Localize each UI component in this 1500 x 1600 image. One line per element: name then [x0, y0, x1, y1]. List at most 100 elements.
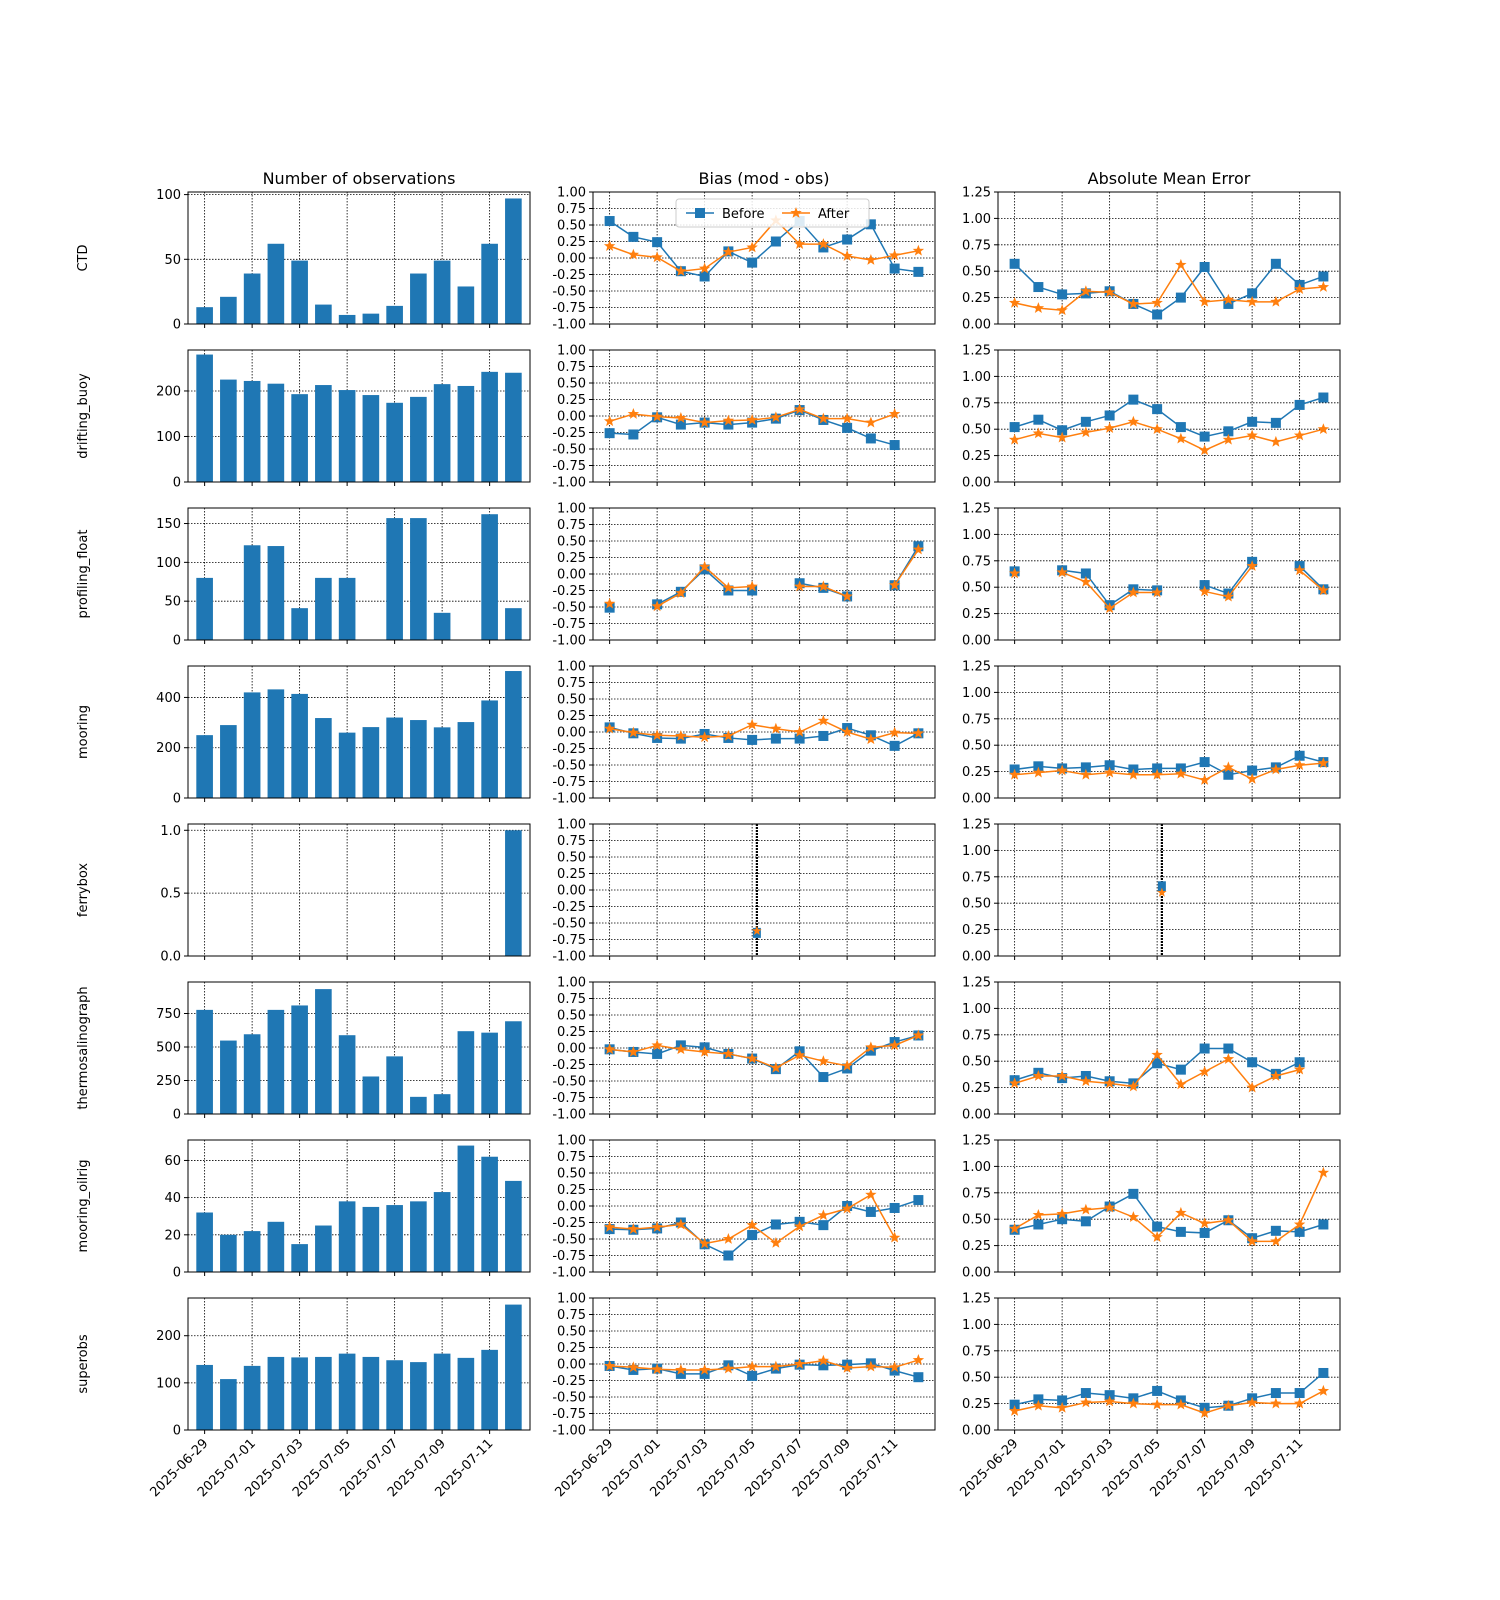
after-point-6: [1151, 1048, 1163, 1060]
bar-mooring-1: [220, 725, 237, 798]
bar-mooring_oilrig-4: [291, 1244, 308, 1272]
before-point-12: [889, 1365, 900, 1376]
after-point-0: [1008, 768, 1021, 780]
bar-drifting_buoy-7: [362, 395, 380, 482]
bar-CTD-3: [267, 243, 285, 324]
y-tick-label-2: 0.50: [962, 423, 991, 438]
before-point-12: [889, 263, 900, 274]
before-point-9: [1223, 769, 1234, 780]
before-point-3: [675, 419, 686, 430]
after-line: [1014, 263, 1324, 312]
axes-frame: [997, 191, 1341, 325]
y-tick-label-6: 0.50: [557, 851, 586, 866]
bar-profiling_float-3: [267, 546, 285, 640]
y-tick-label-7: 0.75: [557, 676, 586, 691]
after-point-0: [1008, 1404, 1021, 1416]
y-tick-label-4: 1.00: [962, 1160, 991, 1175]
y-tick-label-2: -0.50: [552, 285, 586, 300]
after-point-4: [698, 1237, 711, 1249]
before-point-13: [913, 1372, 924, 1383]
y-tick-label-3: 0.75: [962, 1344, 991, 1359]
y-tick-label-5: 1.25: [962, 344, 991, 359]
after-point-0: [603, 597, 616, 609]
before-point-0: [1009, 258, 1020, 269]
y-tick-label-2: 0.50: [962, 1371, 991, 1386]
before-point-5: [1128, 394, 1139, 405]
before-point-8: [1199, 1043, 1210, 1054]
bar-profiling_float-0: [196, 577, 213, 640]
bar-thermosalinograph-3: [267, 1009, 285, 1114]
bar-mooring_oilrig-13: [505, 1180, 522, 1272]
after-point-10: [1246, 1081, 1258, 1093]
after-point-13: [1317, 1384, 1330, 1396]
before-point-6: [1152, 1385, 1163, 1396]
after-point-12: [1293, 1063, 1306, 1075]
after-point-0: [603, 1359, 616, 1371]
y-tick-label-1: 0.25: [962, 607, 991, 622]
axes-frame: [997, 823, 1341, 957]
bar-superobs-11: [457, 1357, 475, 1430]
before-point-12: [1294, 399, 1305, 410]
bar-superobs-6: [338, 1353, 356, 1430]
y-tick-label-1: 50: [164, 595, 181, 610]
after-point-5: [722, 1362, 735, 1374]
before-point-2: [1057, 289, 1068, 300]
after-point-0: [603, 240, 616, 251]
before-point-1: [628, 1364, 639, 1375]
after-point-0: [1008, 433, 1021, 445]
before-point-2: [1057, 1214, 1068, 1225]
after-point-4: [1103, 1201, 1116, 1213]
before-point-12: [1294, 1057, 1305, 1068]
after-point-9: [817, 1055, 830, 1067]
y-tick-label-1: -0.75: [552, 459, 586, 474]
y-tick-label-2: 0.50: [962, 1213, 991, 1228]
bar-profiling_float-13: [505, 608, 522, 640]
after-point-10: [841, 250, 853, 261]
y-tick-label-2: -0.50: [552, 1233, 586, 1248]
after-point-3: [675, 1218, 687, 1230]
y-tick-label-4: 1.00: [962, 844, 991, 859]
after-point-11: [1270, 763, 1282, 775]
row-label-superobs: superobs: [76, 1334, 91, 1394]
y-tick-label-4: 1.00: [962, 370, 991, 385]
before-point-9: [818, 1360, 829, 1371]
y-tick-label-0: 0: [173, 318, 181, 333]
after-point-13: [912, 1354, 925, 1365]
y-tick-label-1: 0.25: [962, 923, 991, 938]
y-tick-label-2: 0.50: [962, 1055, 991, 1070]
after-point-7: [770, 1236, 782, 1248]
after-point-0: [603, 722, 616, 734]
y-tick-label-3: 0.75: [962, 1186, 991, 1201]
after-point-2: [651, 251, 663, 263]
bar-mooring-6: [338, 732, 356, 798]
after-point-6: [746, 413, 758, 425]
before-point-9: [818, 1220, 829, 1231]
y-tick-label-3: -0.25: [552, 426, 586, 441]
after-point-12: [888, 408, 901, 419]
before-point-1: [1033, 414, 1044, 425]
y-tick-label-1: -0.75: [552, 617, 586, 632]
y-tick-label-0: 0.00: [962, 1108, 991, 1123]
panel-drifting_buoy-bias: -1.00 -0.75-0.50 -0.250.00 0.250.50 0.751.00: [552, 344, 936, 491]
y-tick-label-0: 0: [173, 792, 181, 807]
y-tick-label-0: 0: [173, 1108, 181, 1123]
axes-frame: [187, 1139, 531, 1273]
before-point-3: [675, 1368, 686, 1379]
y-tick-label-2: 0.50: [962, 265, 991, 280]
y-tick-label-2: 0.50: [962, 581, 991, 596]
bar-superobs-3: [267, 1356, 285, 1430]
before-point-1: [1033, 761, 1044, 772]
y-tick-label-0: 0: [173, 634, 181, 649]
y-tick-label-7: 0.75: [557, 1308, 586, 1323]
before-point-10: [842, 422, 853, 433]
y-tick-label-3: 0.75: [962, 712, 991, 727]
y-tick-label-1: 100: [156, 430, 181, 445]
after-point-8: [1198, 295, 1211, 307]
y-tick-label-3: 0.75: [962, 554, 991, 569]
bar-CTD-12: [481, 243, 498, 324]
after-point-9: [1222, 761, 1235, 773]
axes-frame: [187, 981, 531, 1115]
after-point-6: [1151, 1231, 1163, 1243]
after-point-5: [1127, 1397, 1140, 1409]
after-line: [609, 1359, 919, 1371]
